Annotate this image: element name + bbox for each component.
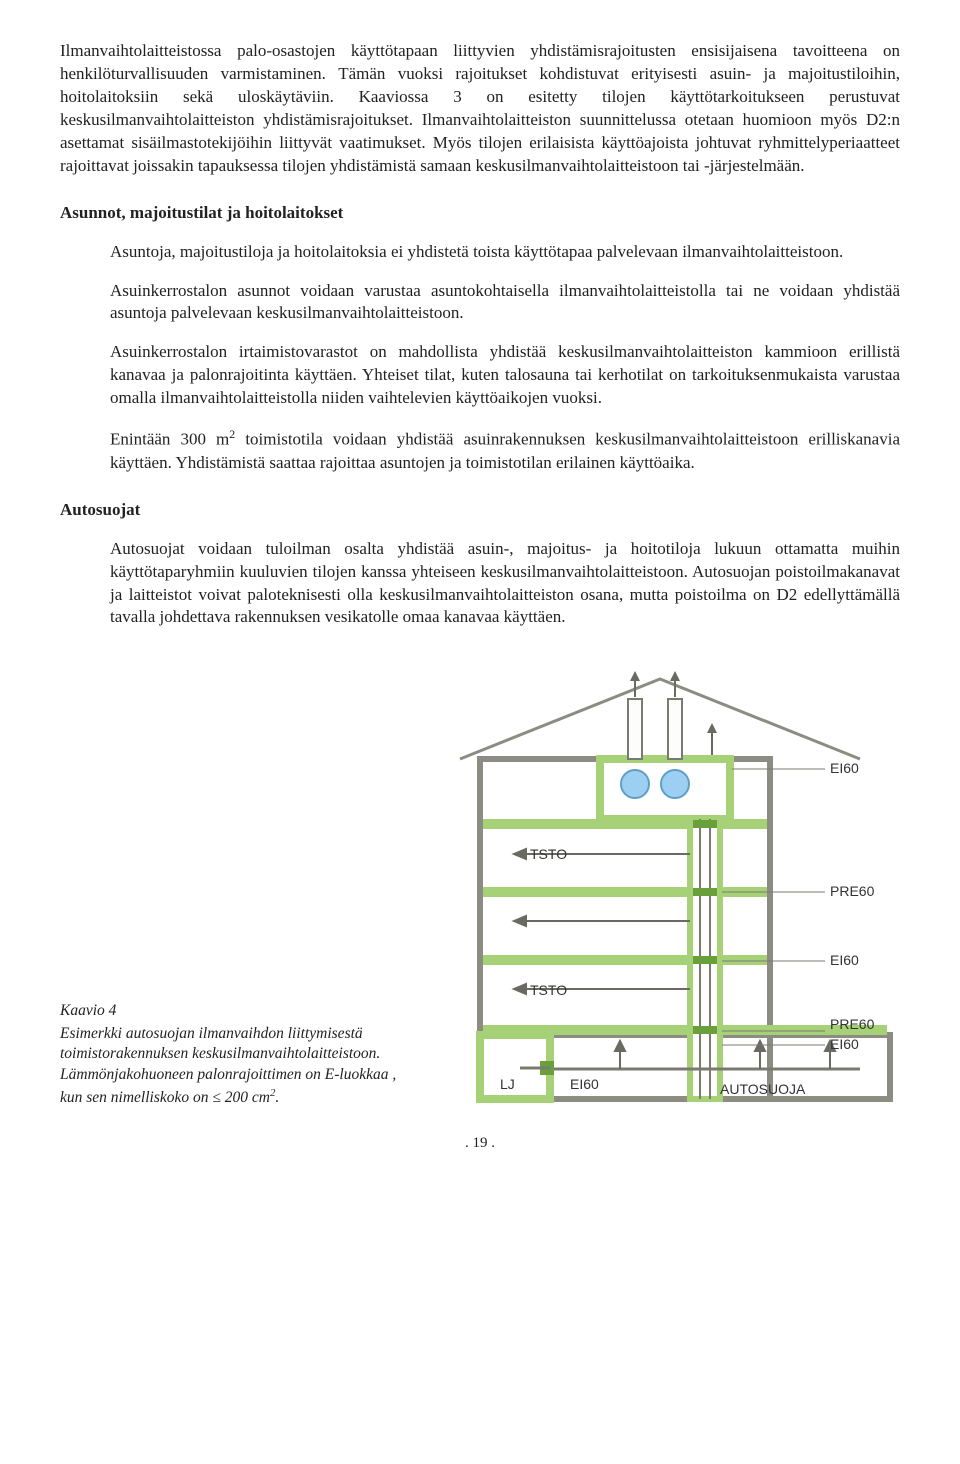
label-ei60-roof: EI60 (830, 760, 859, 776)
section2-body: Autosuojat voidaan tuloilman osalta yhdi… (110, 538, 900, 630)
intro-paragraph: Ilmanvaihtolaitteistossa palo-osastojen … (60, 40, 900, 178)
caption-body-b: . (275, 1089, 279, 1106)
caption-body-a: Esimerkki autosuojan ilmanvaihdon liitty… (60, 1025, 396, 1107)
label-ei60-left: EI60 (570, 1076, 599, 1092)
sec2-p1: Autosuojat voidaan tuloilman osalta yhdi… (110, 538, 900, 630)
section1-body: Asuntoja, majoitustiloja ja hoitolaitoks… (110, 241, 900, 475)
label-ei60-base: EI60 (830, 1036, 859, 1052)
building-diagram: EI60 TSTO PRE60 TSTO EI60 PRE60 EI60 EI6… (420, 669, 900, 1109)
sec1-p3: Asuinkerrostalon irtaimistovarastot on m… (110, 341, 900, 410)
caption-and-diagram-row: Kaavio 4 Esimerkki autosuojan ilmanvaihd… (60, 669, 900, 1109)
label-tsto-2: TSTO (530, 982, 567, 998)
label-tsto-1: TSTO (530, 846, 567, 862)
section2-heading: Autosuojat (60, 499, 900, 522)
sec1-p1: Asuntoja, majoitustiloja ja hoitolaitoks… (110, 241, 900, 264)
page-number: . 19 . (60, 1133, 900, 1153)
sec1-p2: Asuinkerrostalon asunnot voidaan varusta… (110, 280, 900, 326)
caption-title: Kaavio 4 (60, 1001, 400, 1022)
label-pre60-1: PRE60 (830, 883, 875, 899)
section1-heading: Asunnot, majoitustilat ja hoitolaitokset (60, 202, 900, 225)
label-pre60-2: PRE60 (830, 1016, 875, 1032)
label-lj: LJ (500, 1076, 515, 1092)
label-autosuoja: AUTOSUOJA (720, 1081, 806, 1097)
figure-caption: Kaavio 4 Esimerkki autosuojan ilmanvaihd… (60, 1001, 400, 1110)
label-ei60-mid: EI60 (830, 952, 859, 968)
sec1-p4: Enintään 300 m2 toimistotila voidaan yhd… (110, 426, 900, 475)
sec1-p4a: Enintään 300 m (110, 430, 229, 449)
